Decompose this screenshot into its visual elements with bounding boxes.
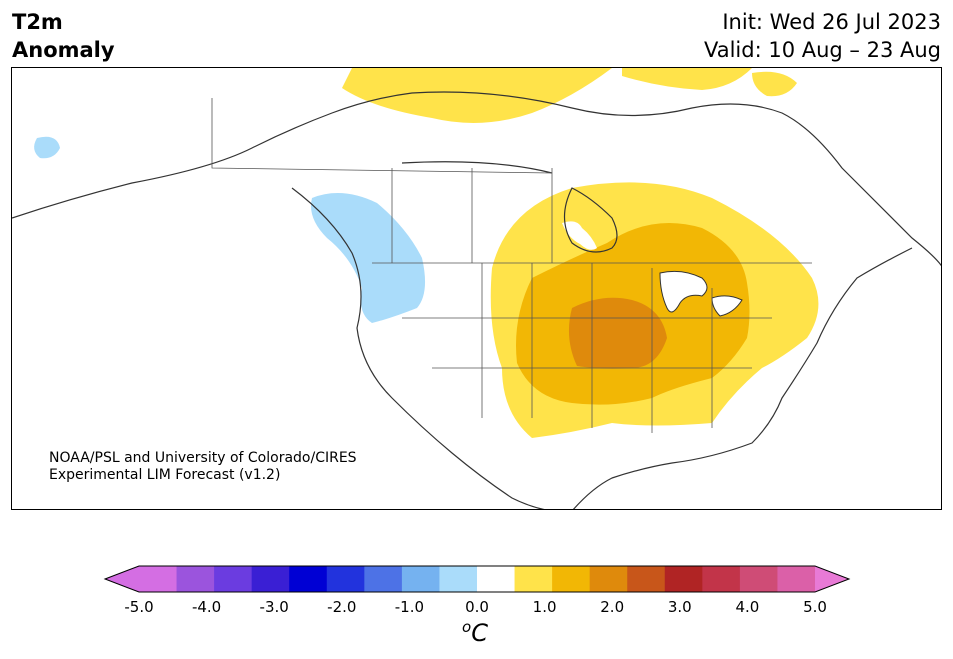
colorbar-cell: [439, 566, 478, 592]
credit-line-1: NOAA/PSL and University of Colorado/CIRE…: [49, 450, 357, 466]
init-date: Init: Wed 26 Jul 2023: [722, 10, 941, 34]
map-title: T2m Anomaly: [12, 8, 115, 64]
colorbar-cell: [214, 566, 253, 592]
colorbar-cell: [739, 566, 778, 592]
anomaly-map: [12, 68, 941, 509]
colorbar: [103, 565, 851, 593]
credit-text: NOAA/PSL and University of Colorado/CIRE…: [49, 450, 357, 484]
credit-line-2: Experimental LIM Forecast (v1.2): [49, 467, 281, 483]
unit-degree: o: [462, 618, 472, 636]
state-borders: [211, 98, 812, 433]
colorbar-cells: [139, 566, 816, 592]
map-panel: [11, 67, 942, 510]
colorbar-tick-label: 5.0: [803, 598, 827, 616]
valid-range: Valid: 10 Aug – 23 Aug: [703, 38, 941, 62]
colorbar-unit: oC: [462, 618, 488, 647]
colorbar-cell: [777, 566, 816, 592]
colorbar-tick-label: 3.0: [667, 598, 692, 616]
colorbar-cell: [514, 566, 553, 592]
colorbar-over-arrow: [815, 566, 849, 592]
colorbar-cell: [477, 566, 516, 592]
colorbar-tick-label: -5.0: [124, 598, 154, 616]
colorbar-cell: [251, 566, 290, 592]
coastlines: [12, 91, 941, 509]
colorbar-outline: [103, 565, 851, 593]
colorbar-cell: [326, 566, 365, 592]
anomaly-region-central-warm-3: [568, 297, 667, 369]
colorbar-cell: [139, 566, 178, 592]
colorbar-tick-label: 0.0: [465, 598, 489, 616]
title-line-2: Anomaly: [12, 38, 115, 62]
colorbar-cell: [364, 566, 403, 592]
forecast-dates: Init: Wed 26 Jul 2023 Valid: 10 Aug – 23…: [704, 8, 941, 64]
colorbar-tick-label: -1.0: [394, 598, 425, 616]
great-lakes: [659, 270, 743, 317]
unit-celsius: C: [471, 619, 488, 647]
anomaly-region-arctic-warm: [342, 68, 797, 123]
hudson-bay-inset: [562, 221, 597, 250]
colorbar-cell: [627, 566, 666, 592]
anomaly-region-alaska-cool: [34, 136, 60, 159]
colorbar-tick-label: -2.0: [327, 598, 357, 616]
colorbar-cell: [176, 566, 215, 592]
colorbar-cell: [289, 566, 328, 592]
colorbar-tick-label: -3.0: [259, 598, 289, 616]
colorbar-tick-label: -4.0: [191, 598, 222, 616]
colorbar-cell: [552, 566, 591, 592]
colorbar-tick-label: 4.0: [735, 598, 760, 616]
colorbar-tick-label: 2.0: [600, 598, 625, 616]
anomaly-region-pnw-cool: [311, 193, 426, 323]
colorbar-cell: [702, 566, 741, 592]
colorbar-cell: [401, 566, 440, 592]
colorbar-tick-label: 1.0: [532, 598, 557, 616]
title-line-1: T2m: [12, 10, 63, 34]
colorbar-under-arrow: [105, 566, 139, 592]
colorbar-cell: [589, 566, 628, 592]
colorbar-cell: [664, 566, 703, 592]
